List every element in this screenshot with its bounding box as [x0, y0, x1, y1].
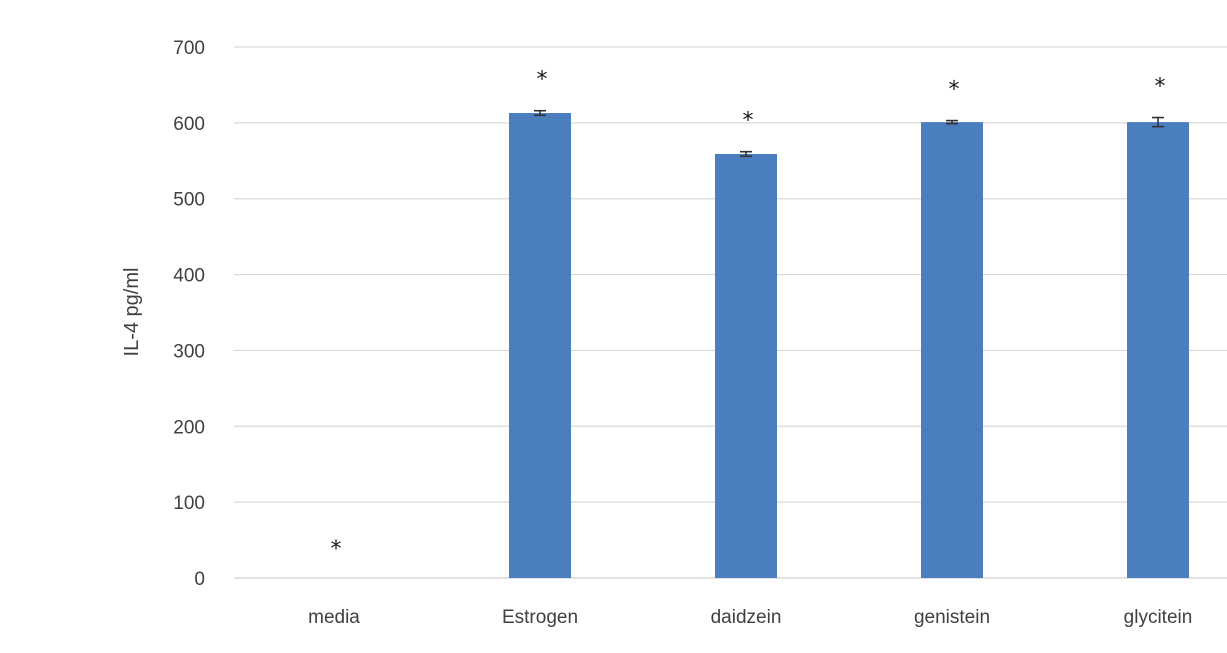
significance-star: *: [743, 109, 754, 134]
x-tick-label: Estrogen: [502, 607, 578, 628]
y-tick-label: 500: [173, 190, 205, 211]
error-bar: [534, 109, 546, 117]
error-bar: [740, 150, 752, 158]
significance-star: *: [537, 68, 548, 93]
bars: [509, 112, 1189, 579]
y-tick-label: 300: [173, 341, 205, 362]
y-tick-label: 200: [173, 417, 205, 438]
error-bar: [946, 119, 958, 125]
x-tick-label: media: [308, 607, 360, 628]
significance-markers: * * * * *: [331, 68, 1166, 562]
error-bars: [534, 109, 1164, 158]
bar: [921, 122, 983, 578]
y-tick-label: 0: [194, 569, 205, 590]
significance-star: *: [1155, 75, 1166, 100]
y-tick-labels: 0 100 200 300 400 500 600 700: [173, 38, 205, 590]
significance-star: *: [949, 78, 960, 103]
y-tick-label: 700: [173, 38, 205, 59]
significance-star: *: [331, 537, 342, 562]
x-tick-label: glycitein: [1124, 607, 1193, 628]
bar: [1127, 122, 1189, 578]
y-axis-title: IL-4 pg/ml: [121, 268, 143, 357]
bar: [509, 112, 571, 578]
y-tick-label: 600: [173, 114, 205, 135]
y-tick-label: 100: [173, 493, 205, 514]
x-tick-label: daidzein: [711, 607, 782, 628]
x-tick-labels: media Estrogen daidzein genistein glycitein: [308, 607, 1192, 628]
error-bar: [1152, 116, 1164, 128]
y-tick-label: 400: [173, 266, 205, 287]
bar: [715, 153, 777, 579]
x-tick-label: genistein: [914, 607, 990, 628]
